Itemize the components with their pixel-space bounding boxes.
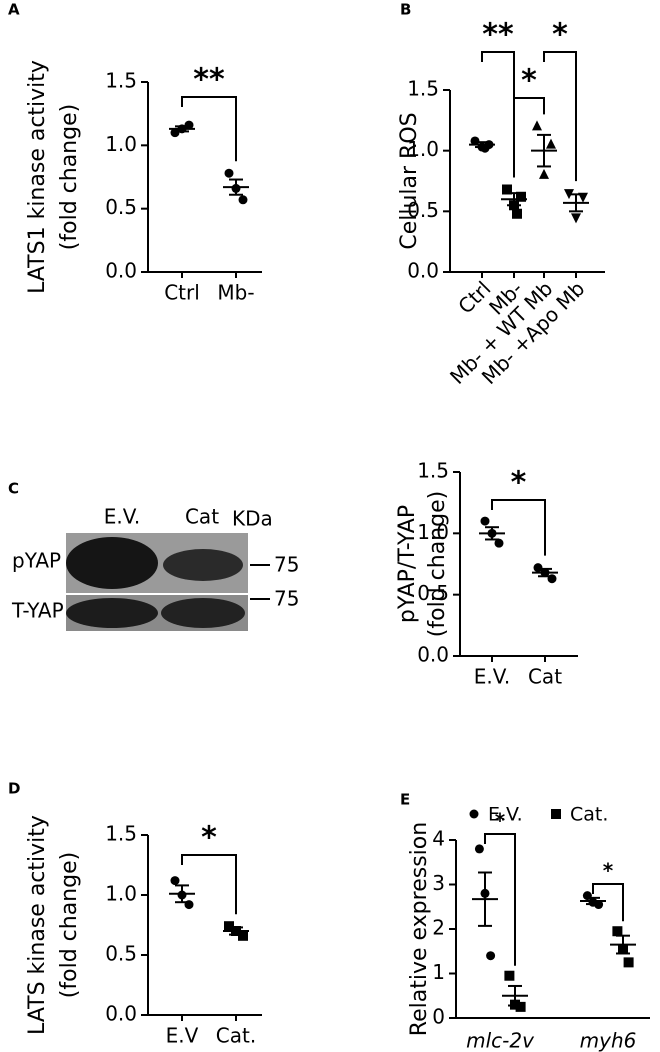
panel-label: E — [400, 791, 410, 809]
y-axis-label: Relative expression — [407, 822, 432, 1036]
significance-bracket — [481, 51, 515, 178]
legend-label: E.V. — [488, 804, 523, 826]
data-point — [224, 921, 234, 932]
data-point — [504, 970, 515, 981]
significance-label: * — [521, 64, 537, 99]
row-label: pYAP — [12, 549, 61, 573]
significance-label: ** — [193, 63, 225, 98]
y-tick-label: 4 — [432, 827, 445, 851]
significance-bracket — [543, 51, 577, 182]
band — [161, 598, 245, 628]
data-point — [480, 516, 490, 526]
y-tick-label: 0.5 — [417, 581, 449, 605]
y-axis-label: LATS1 kinase activity — [25, 60, 50, 294]
x-tick-label: Mb- — [217, 281, 254, 305]
significance-bracket — [181, 96, 237, 162]
x-tick-label: Ctrl — [164, 281, 200, 305]
western-blot: E.V. Cat KDa pYAP T-YAP 75 75 — [11, 505, 299, 631]
significance-label: * — [201, 821, 217, 856]
y-tick-label: 1 — [432, 960, 445, 984]
lane-label: E.V. — [104, 505, 140, 529]
data-point — [571, 213, 581, 224]
significance-label: * — [552, 18, 568, 53]
data-point — [516, 191, 526, 202]
significance-bracket — [181, 854, 237, 915]
data-point — [623, 957, 634, 968]
y-tick-label: 1.0 — [407, 137, 439, 161]
y-tick-label: 1.0 — [105, 882, 137, 906]
data-point — [238, 930, 248, 941]
data-point — [533, 563, 543, 573]
unit-label: KDa — [232, 507, 273, 531]
data-point — [502, 184, 512, 195]
y-tick-label: 0.0 — [105, 259, 137, 283]
data-point — [469, 809, 479, 819]
y-tick-label: 1.5 — [105, 69, 137, 93]
y-axis-label: (fold change) — [425, 491, 450, 637]
significance-label: ** — [482, 18, 514, 53]
y-tick-label: 1.5 — [417, 459, 449, 483]
x-tick-label: myh6 — [580, 1029, 637, 1052]
y-tick-label: 0 — [432, 1005, 445, 1029]
data-point — [224, 168, 234, 178]
y-tick-label: 0.0 — [417, 643, 449, 667]
data-point — [532, 120, 542, 131]
data-point — [551, 809, 561, 819]
data-point — [546, 138, 556, 149]
x-tick-label: E.V. — [474, 665, 510, 689]
x-tick-label: E.V — [166, 1024, 199, 1048]
data-point — [238, 195, 248, 205]
panel-label: D — [8, 780, 20, 798]
band — [66, 537, 158, 589]
band — [163, 549, 243, 581]
data-point — [515, 1001, 526, 1012]
y-tick-label: 0.0 — [407, 259, 439, 283]
y-axis-label: pYAP/T-YAP — [395, 505, 420, 623]
lane-label: Cat — [185, 505, 219, 529]
legend-label: Cat. — [570, 804, 608, 826]
y-tick-label: 1.5 — [407, 77, 439, 101]
y-axis-label: (fold change) — [57, 104, 82, 250]
data-point — [512, 208, 522, 219]
y-tick-label: 1.0 — [417, 520, 449, 544]
significance-bracket — [484, 833, 516, 966]
x-tick-label: Cat — [528, 665, 562, 689]
panel-label: A — [8, 1, 20, 19]
significance-bracket — [592, 883, 624, 922]
data-point — [170, 876, 180, 886]
y-tick-label: 0.5 — [105, 942, 137, 966]
data-point — [539, 168, 549, 179]
band — [66, 598, 158, 628]
data-point — [612, 926, 623, 937]
y-axis-label: (fold change) — [57, 852, 82, 998]
y-tick-label: 3 — [432, 871, 445, 895]
x-tick-label: mlc-2v — [466, 1029, 535, 1052]
data-point — [474, 844, 484, 854]
y-tick-label: 1.0 — [105, 132, 137, 156]
data-point — [494, 538, 504, 548]
y-tick-label: 0.0 — [105, 1002, 137, 1026]
x-tick-label: Cat. — [216, 1024, 256, 1048]
y-tick-label: 0.5 — [105, 195, 137, 219]
panel-label: B — [400, 1, 411, 19]
marker-label: 75 — [274, 587, 299, 611]
marker-label: 75 — [274, 553, 299, 577]
panel-label: C — [8, 480, 19, 498]
data-point — [486, 951, 496, 961]
significance-bracket — [513, 97, 545, 115]
y-tick-label: 1.5 — [105, 822, 137, 846]
significance-bracket — [491, 499, 546, 556]
significance-label: * — [603, 859, 614, 883]
significance-label: * — [511, 466, 527, 501]
row-label: T-YAP — [11, 599, 64, 623]
y-axis-label: Cellular ROS — [397, 112, 422, 249]
significance-label: * — [495, 809, 506, 833]
data-point — [470, 136, 480, 146]
y-axis-label: LATS kinase activity — [25, 815, 50, 1035]
y-tick-label: 2 — [432, 916, 445, 940]
y-tick-label: 0.5 — [407, 198, 439, 222]
